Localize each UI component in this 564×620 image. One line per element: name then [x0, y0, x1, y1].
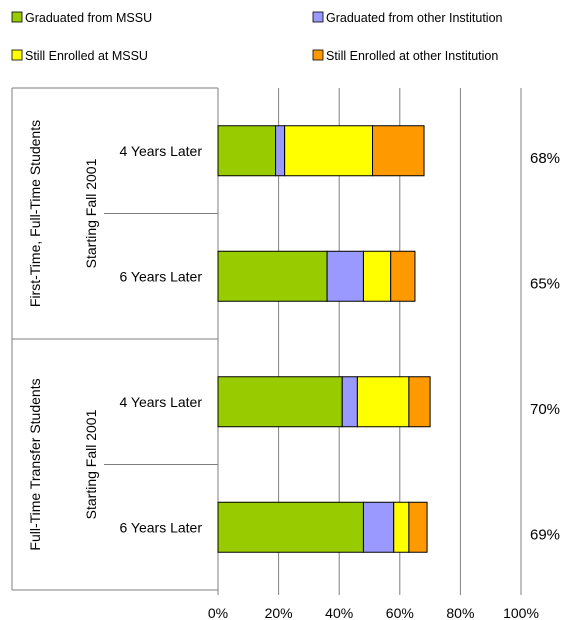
total-label: 70% [530, 401, 560, 418]
bar-segment [390, 250, 416, 302]
group-label: Full-Time Transfer Students [27, 378, 43, 550]
total-label: 65% [530, 275, 560, 292]
x-tick-label: 80% [446, 605, 474, 620]
category-label: 6 Years Later [119, 519, 202, 535]
bar-segment [408, 501, 428, 553]
legend-label: Graduated from other Institution [326, 11, 503, 25]
group-label: First-Time, Full-Time Students [27, 120, 43, 307]
bar-segment [217, 376, 343, 428]
legend-label: Graduated from MSSU [25, 11, 152, 25]
total-label: 68% [530, 150, 560, 167]
group-sublabel: Starting Fall 2001 [83, 409, 99, 519]
legend-swatch [11, 49, 23, 61]
bar-segment [217, 501, 364, 553]
bar-segment [284, 125, 374, 177]
legend-label: Still Enrolled at MSSU [25, 49, 148, 63]
category-label: 4 Years Later [119, 394, 202, 410]
total-label: 69% [530, 526, 560, 543]
x-tick-label: 60% [386, 605, 414, 620]
bar-segment [217, 125, 277, 177]
bar-segment [408, 376, 431, 428]
category-label: 4 Years Later [119, 143, 202, 159]
bar-segment [275, 125, 286, 177]
bar-segment [326, 250, 364, 302]
bar-segment [341, 376, 358, 428]
x-tick-label: 100% [503, 605, 539, 620]
bar-segment [362, 250, 392, 302]
legend-swatch [11, 11, 23, 23]
category-label: 6 Years Later [119, 268, 202, 284]
bar-segment [356, 376, 410, 428]
bar-segment [372, 125, 425, 177]
x-tick-label: 20% [265, 605, 293, 620]
bar-segment [393, 501, 410, 553]
legend-label: Still Enrolled at other Institution [326, 49, 498, 63]
legend-swatch [312, 49, 324, 61]
legend-swatch [312, 11, 324, 23]
bar-segment [217, 250, 328, 302]
x-tick-label: 0% [208, 605, 228, 620]
group-sublabel: Starting Fall 2001 [83, 158, 99, 268]
x-tick-label: 40% [325, 605, 353, 620]
bar-segment [362, 501, 395, 553]
